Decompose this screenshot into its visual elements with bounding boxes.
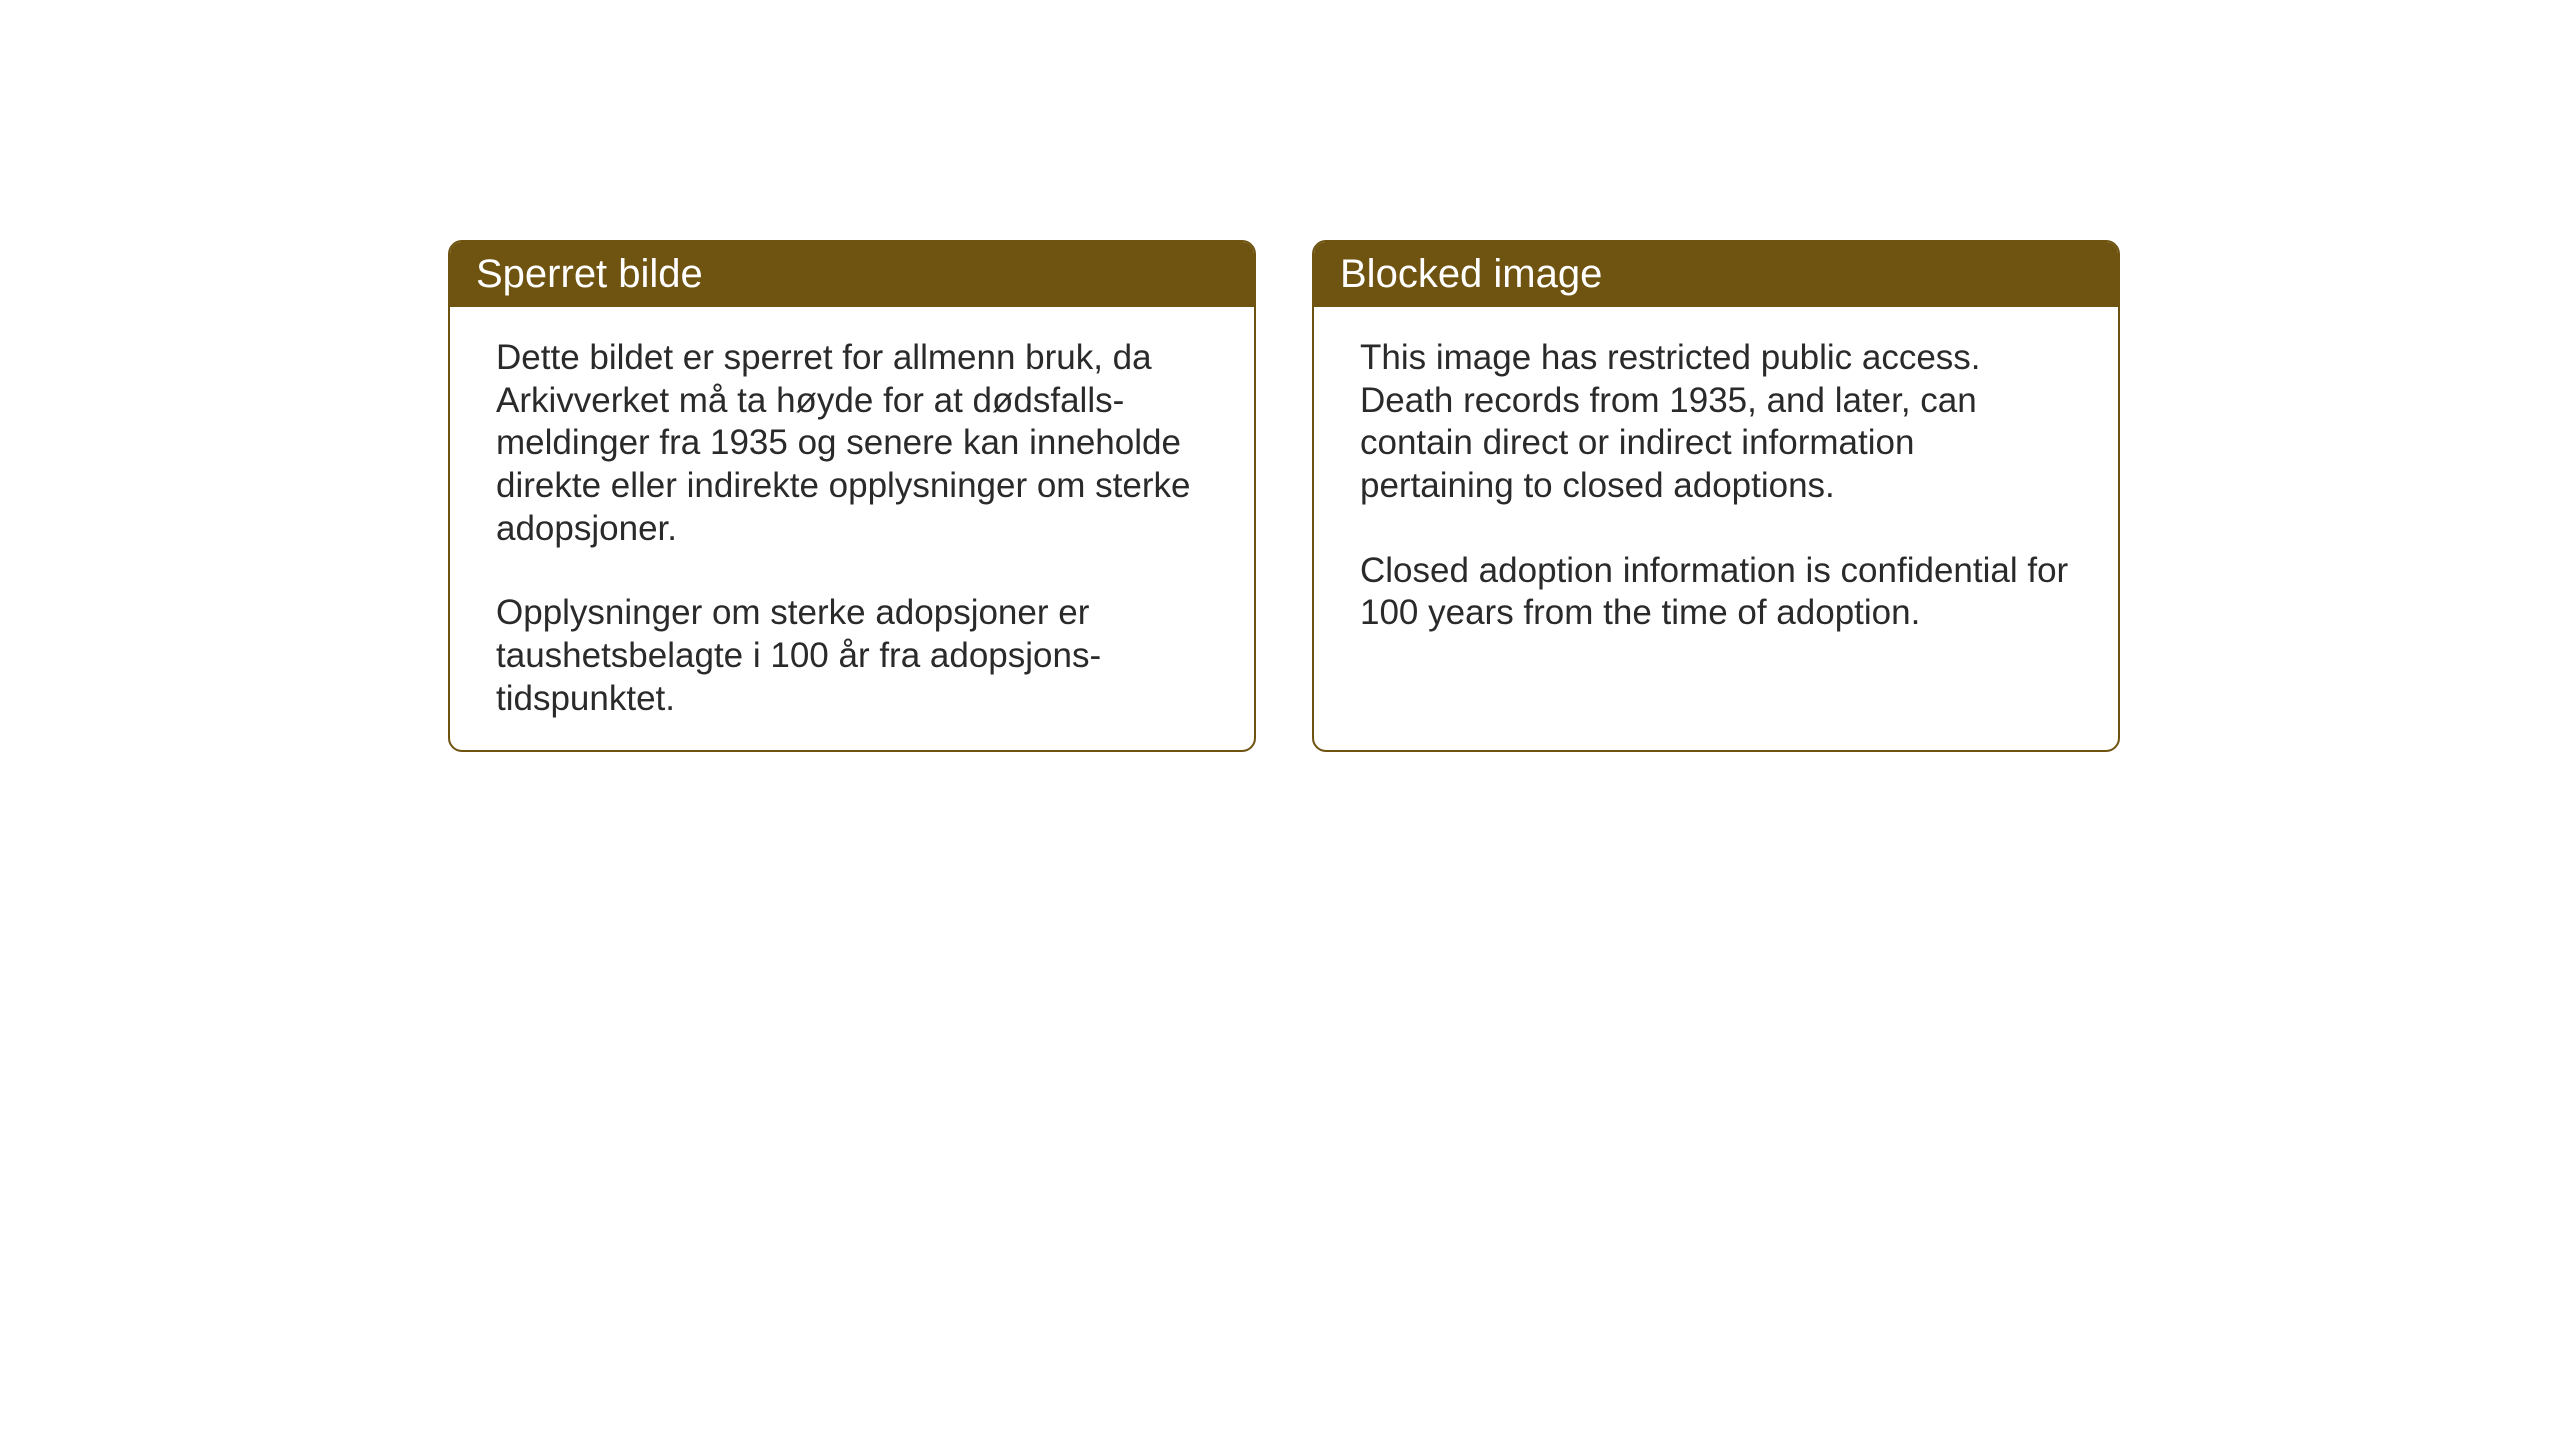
card-title-english: Blocked image [1340, 252, 1602, 296]
card-paragraph-2-english: Closed adoption information is confident… [1360, 550, 2072, 635]
notice-card-norwegian: Sperret bilde Dette bildet er sperret fo… [448, 240, 1256, 752]
card-paragraph-2-norwegian: Opplysninger om sterke adopsjoner er tau… [496, 592, 1208, 720]
card-paragraph-1-english: This image has restricted public access.… [1360, 337, 2072, 508]
card-body-english: This image has restricted public access.… [1314, 307, 2118, 671]
notice-card-english: Blocked image This image has restricted … [1312, 240, 2120, 752]
card-header-norwegian: Sperret bilde [450, 242, 1254, 307]
card-paragraph-1-norwegian: Dette bildet er sperret for allmenn bruk… [496, 337, 1208, 550]
card-body-norwegian: Dette bildet er sperret for allmenn bruk… [450, 307, 1254, 752]
card-header-english: Blocked image [1314, 242, 2118, 307]
card-title-norwegian: Sperret bilde [476, 252, 703, 296]
notice-container: Sperret bilde Dette bildet er sperret fo… [448, 240, 2120, 752]
